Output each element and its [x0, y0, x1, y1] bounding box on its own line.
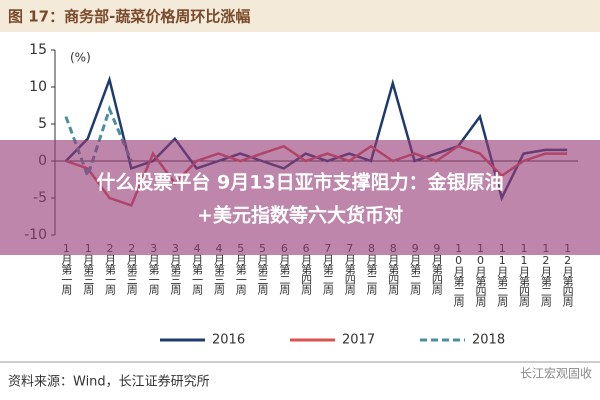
x-tick-label: 3月第三周: [169, 242, 182, 296]
x-tick-label: 9月第四周: [430, 242, 443, 296]
x-tick-label: 5月第一周: [234, 242, 247, 296]
watermark: 长江宏观固收: [520, 366, 592, 381]
x-tick-label: 7月第二周: [321, 242, 334, 296]
x-tick-label: 8月第四周: [387, 242, 400, 296]
y-tick-label: 15: [29, 42, 47, 58]
x-tick-label: 6月第四周: [300, 242, 313, 296]
legend-label: 2016: [212, 333, 245, 348]
chart-title: 图 17：商务部-蔬菜价格周环比涨幅: [8, 8, 250, 26]
x-tick-label: 3月第一周: [147, 242, 160, 296]
title-band: [0, 0, 600, 32]
x-tick-label: 7月第四周: [343, 242, 356, 296]
x-tick-label: 10月第二周: [452, 242, 465, 308]
banner-line: 什么股票平台 9月13日亚市支撑阻力：金银原油: [96, 171, 503, 194]
banner-line: +美元指数等六大货币对: [197, 204, 403, 227]
x-tick-label: 1月第一周: [60, 242, 73, 296]
x-tick-label: 11月第四周: [518, 242, 531, 308]
y-tick-label: 10: [29, 79, 47, 95]
x-tick-label: 12月第二周: [539, 242, 552, 308]
x-tick-label: 11月第二周: [496, 242, 509, 308]
x-tick-label: 2月第一周: [103, 242, 116, 296]
legend-label: 2018: [472, 333, 505, 348]
x-tick-label: 9月第二周: [409, 242, 422, 296]
x-tick-label: 12月第四周: [561, 242, 574, 308]
x-tick-label: 4月第三周: [212, 242, 225, 296]
x-tick-label: 1月第三周: [82, 242, 95, 296]
x-tick-label: 10月第四周: [474, 242, 487, 308]
x-tick-label: 2月第三周: [125, 242, 138, 296]
x-tick-label: 6月第二周: [278, 242, 291, 296]
x-tick-label: 5月第三周: [256, 242, 269, 296]
y-axis-label: (%): [70, 51, 91, 65]
y-tick-label: 5: [38, 116, 47, 132]
x-tick-label: 8月第二周: [365, 242, 378, 296]
source: 资料来源：Wind，长江证券研究所: [8, 374, 210, 390]
legend-label: 2017: [342, 333, 375, 348]
banner: [0, 140, 600, 255]
x-tick-label: 4月第一周: [191, 242, 204, 296]
